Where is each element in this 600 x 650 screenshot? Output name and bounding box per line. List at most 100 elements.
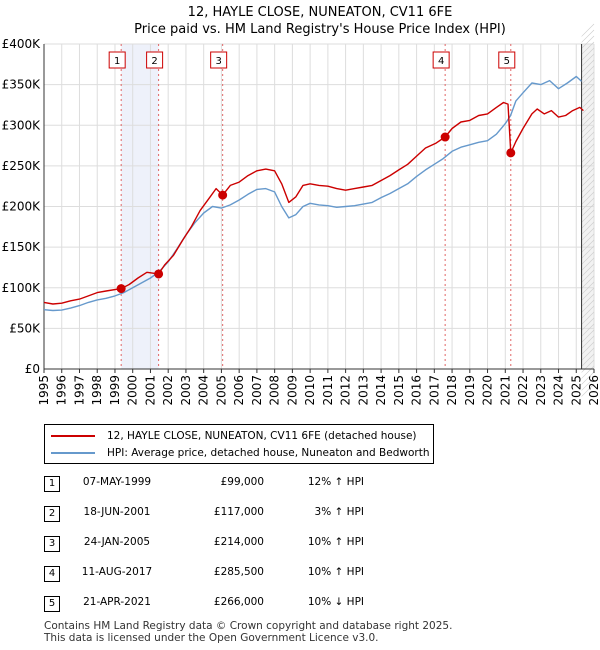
future-hatch [581,77,595,91]
future-hatch [581,371,595,385]
y-tick-label: £350K [2,78,42,92]
future-hatch [581,83,595,97]
future-hatch [581,101,595,115]
future-hatch [581,167,595,181]
future-hatch [581,275,595,289]
legend-label-hpi: HPI: Average price, detached house, Nune… [107,447,430,459]
legend-label-property: 12, HAYLE CLOSE, NUNEATON, CV11 6FE (det… [107,430,417,442]
sale-label-number: 5 [504,56,510,67]
future-hatch [581,233,595,247]
sale-hpi-diff: 12% ↑ HPI [307,476,364,488]
future-hatch [581,353,595,367]
x-tick-label: 2015 [392,375,406,406]
x-tick-label: 2021 [498,375,512,406]
future-hatch [581,383,595,397]
sale-label-frame [210,51,228,69]
future-hatch [581,113,595,127]
y-tick-label: £0 [25,362,40,376]
sale-price: £285,500 [213,566,264,578]
sale-date: 24-JAN-2005 [83,536,151,548]
x-tick-label: 2019 [463,375,477,406]
y-tick-label: £200K [2,200,42,214]
footer-copyright: Contains HM Land Registry data © Crown c… [44,620,453,632]
x-tick-label: 2024 [552,375,566,406]
future-hatch [581,377,595,391]
x-tick-label: 2026 [587,375,600,406]
future-hatch [581,215,595,229]
x-tick-label: 2014 [374,375,388,406]
future-hatch [581,149,595,163]
sale-date: 21-APR-2021 [83,596,151,608]
future-hatch [581,41,595,55]
y-tick-label: £50K [9,321,41,335]
sale-hpi-diff: 10% ↓ HPI [307,596,364,608]
sale-row: 5 21-APR-2021 £266,000 10% ↓ HPI [44,594,404,612]
x-tick-label: 2023 [534,375,548,406]
legend-swatch-hpi [51,452,95,454]
x-tick-label: 2016 [410,375,424,406]
sale-label-frame [108,51,126,69]
x-tick-label: 2007 [250,375,264,406]
y-tick-label: £150K [2,240,42,254]
x-tick-label: 2010 [303,375,317,406]
x-tick-label: 2020 [481,375,495,406]
sale-row: 2 18-JUN-2001 £117,000 3% ↑ HPI [44,504,404,522]
sale-number: 5 [44,596,60,612]
future-hatch [581,137,595,151]
sale-date: 11-AUG-2017 [81,566,153,578]
future-hatch [581,197,595,211]
sale-point [440,132,450,142]
sale-price: £117,000 [213,506,264,518]
future-hatch [581,269,595,283]
price-chart: 12, HAYLE CLOSE, NUNEATON, CV11 6FE Pric… [2,5,600,406]
future-hatch [581,71,595,85]
x-tick-label: 2022 [516,375,530,406]
sale-row: 3 24-JAN-2005 £214,000 10% ↑ HPI [44,534,404,552]
x-tick-label: 2006 [232,375,246,406]
sale-label-frame [146,51,164,69]
chart-subtitle: Price paid vs. HM Land Registry's House … [134,22,506,37]
future-hatch [581,65,595,79]
future-hatch [581,329,595,343]
x-tick-label: 2004 [197,375,211,406]
legend-item-hpi: HPI: Average price, detached house, Nune… [51,445,429,461]
sale-label-box: 4 [432,51,450,69]
future-hatch [581,323,595,337]
chart-title: 12, HAYLE CLOSE, NUNEATON, CV11 6FE [188,5,453,20]
future-hatch [581,59,595,73]
sale-number: 1 [44,476,60,492]
sale-date: 18-JUN-2001 [83,506,151,518]
x-tick-label: 2018 [445,375,459,406]
x-tick-label: 1998 [90,375,104,406]
future-hatch [581,185,595,199]
x-tick-label: 1997 [72,375,86,406]
sale-label-box: 2 [146,51,164,69]
sale-number: 3 [44,536,60,552]
future-hatch [581,263,595,277]
future-hatch [581,251,595,265]
sale-hpi-diff: 10% ↑ HPI [307,566,364,578]
future-hatch [581,227,595,241]
y-tick-label: £100K [2,281,42,295]
sale-point [116,284,126,294]
future-hatch [581,23,595,37]
x-tick-label: 2008 [268,375,282,406]
sale-label-box: 3 [210,51,228,69]
sale-number: 4 [44,566,60,582]
x-tick-label: 2000 [126,375,140,406]
future-hatch [581,29,595,43]
x-tick-label: 1995 [37,375,51,406]
future-hatch [581,35,595,49]
future-hatch [581,335,595,349]
sale-price: £99,000 [220,476,264,488]
x-tick-label: 2005 [214,375,228,406]
x-tick-label: 2009 [285,375,299,406]
x-tick-label: 1999 [108,375,122,406]
x-tick-label: 2003 [179,375,193,406]
x-tick-label: 1996 [55,375,69,406]
sale-point [154,269,164,279]
sale-point [506,148,516,158]
x-tick-label: 2002 [161,375,175,406]
sale-number: 2 [44,506,60,522]
sale-label-number: 1 [114,56,120,67]
